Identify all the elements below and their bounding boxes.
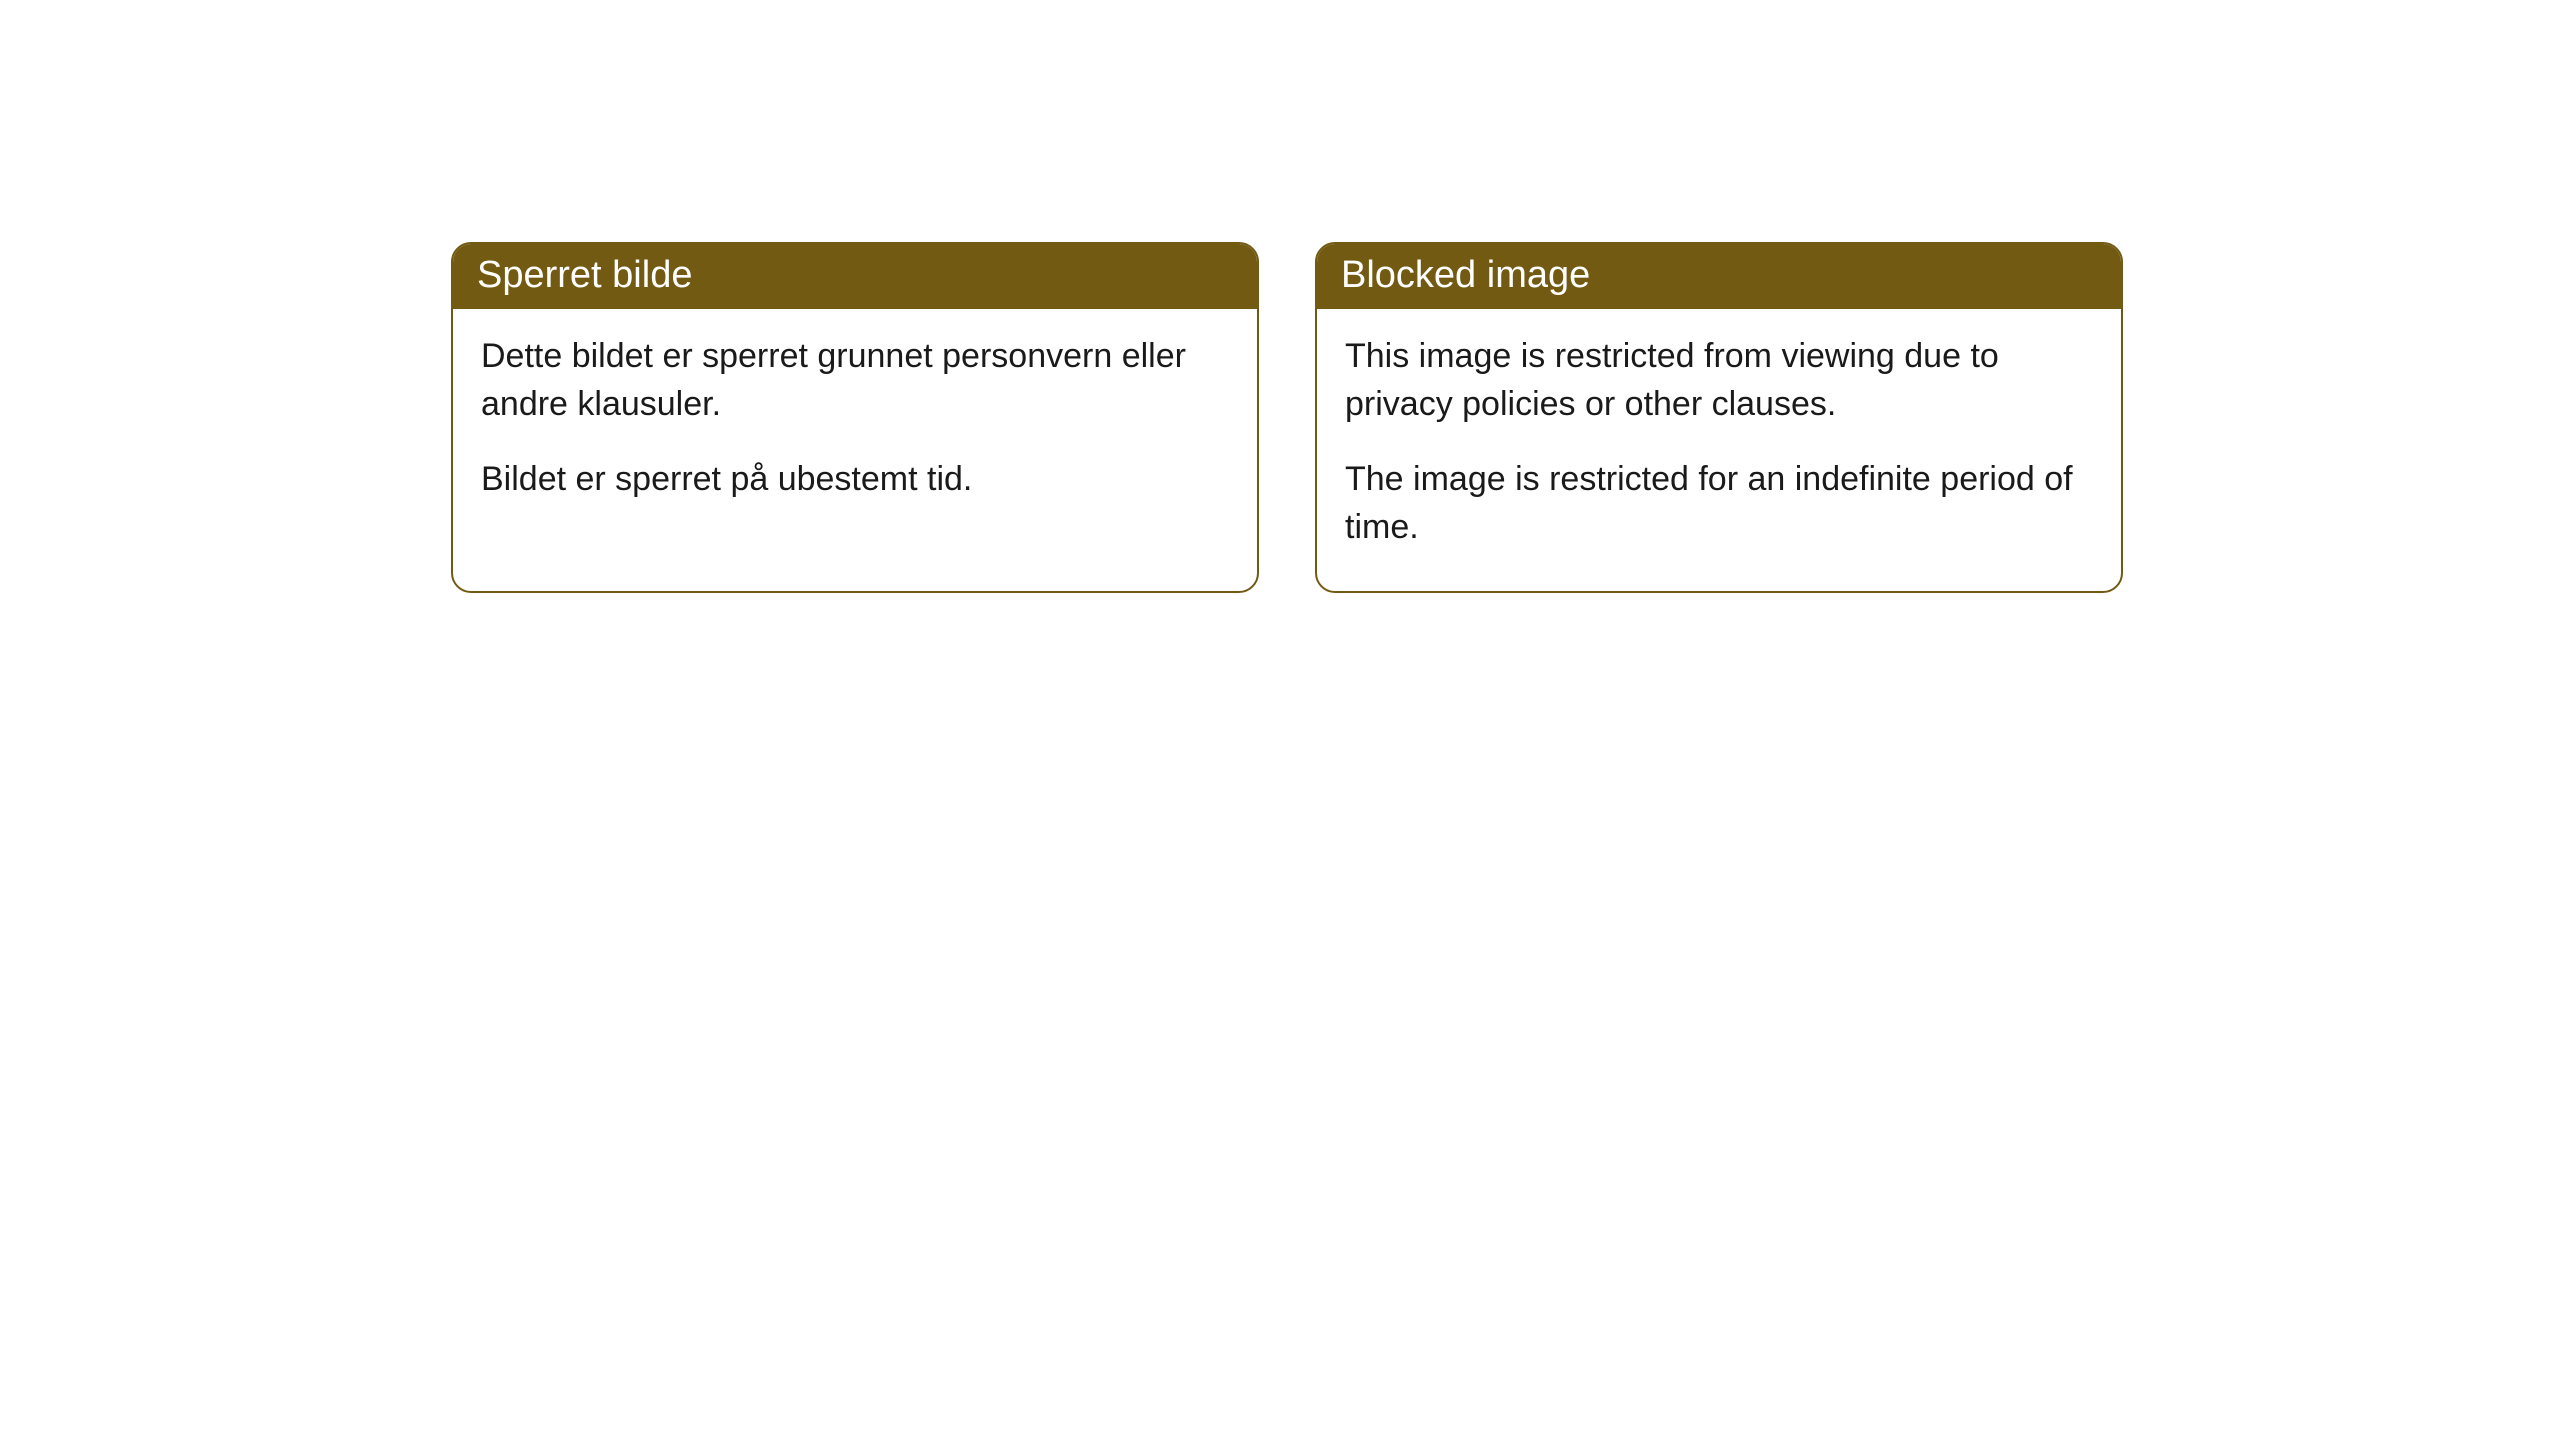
notice-cards-container: Sperret bilde Dette bildet er sperret gr… bbox=[451, 242, 2123, 593]
notice-card-body: This image is restricted from viewing du… bbox=[1317, 309, 2121, 591]
notice-card-header: Sperret bilde bbox=[453, 244, 1257, 309]
notice-card-norwegian: Sperret bilde Dette bildet er sperret gr… bbox=[451, 242, 1259, 593]
notice-card-english: Blocked image This image is restricted f… bbox=[1315, 242, 2123, 593]
notice-paragraph: Bildet er sperret på ubestemt tid. bbox=[481, 456, 1229, 504]
notice-card-body: Dette bildet er sperret grunnet personve… bbox=[453, 309, 1257, 544]
notice-paragraph: Dette bildet er sperret grunnet personve… bbox=[481, 333, 1229, 428]
notice-card-header: Blocked image bbox=[1317, 244, 2121, 309]
notice-paragraph: The image is restricted for an indefinit… bbox=[1345, 456, 2093, 551]
notice-paragraph: This image is restricted from viewing du… bbox=[1345, 333, 2093, 428]
